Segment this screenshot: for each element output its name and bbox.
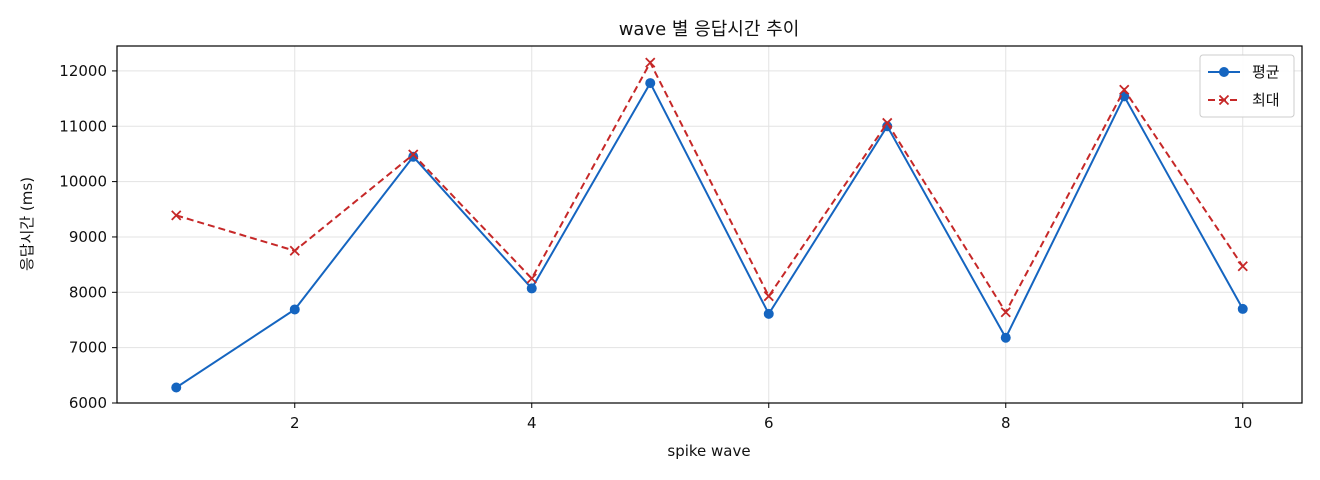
x-tick-label: 2 xyxy=(290,414,300,432)
data-point xyxy=(526,273,537,284)
y-axis-label: 응답시간 (ms) xyxy=(18,177,36,271)
series-2 xyxy=(171,57,1248,318)
x-tick-label: 6 xyxy=(764,414,774,432)
data-point xyxy=(1119,91,1130,102)
data-point xyxy=(408,149,419,160)
y-tick-label: 12000 xyxy=(59,62,107,80)
legend-marker xyxy=(1219,67,1229,77)
data-point xyxy=(526,283,537,294)
data-point xyxy=(408,151,419,162)
series-line xyxy=(175,80,1244,389)
data-point xyxy=(645,78,656,89)
legend-marker xyxy=(1218,94,1230,106)
x-tick-label: 8 xyxy=(1001,414,1011,432)
data-point xyxy=(1000,332,1011,343)
y-tick-label: 6000 xyxy=(69,394,107,412)
data-point xyxy=(289,304,300,315)
data-point xyxy=(882,117,893,129)
data-point xyxy=(1000,307,1011,318)
series xyxy=(171,57,1248,393)
plot-frame xyxy=(116,45,1303,404)
data-point xyxy=(1119,84,1130,95)
legend-item: 평균 xyxy=(1208,63,1280,81)
legend-label: 평균 xyxy=(1252,63,1280,81)
data-point xyxy=(171,210,182,221)
y-tick-label: 7000 xyxy=(69,339,107,357)
legend-box xyxy=(1199,54,1295,118)
chart-title: wave 별 응답시간 추이 xyxy=(619,19,800,40)
data-point xyxy=(645,57,656,68)
data-point xyxy=(763,308,774,319)
legend-item: 최대 xyxy=(1208,91,1280,109)
x-tick-label: 4 xyxy=(527,414,537,432)
data-point xyxy=(289,245,300,256)
legend-label: 최대 xyxy=(1252,91,1280,109)
data-point xyxy=(171,382,182,393)
x-tick-label: 10 xyxy=(1233,414,1252,432)
y-tick-label: 9000 xyxy=(69,228,107,246)
y-tick-label: 11000 xyxy=(59,117,107,135)
y-tick-label: 8000 xyxy=(69,283,107,301)
y-tick-label: 10000 xyxy=(59,173,107,191)
data-point xyxy=(763,291,774,302)
series-line xyxy=(175,60,1244,315)
x-axis-label: spike wave xyxy=(667,442,750,460)
series-1 xyxy=(171,78,1248,393)
data-point xyxy=(1237,303,1248,314)
axis-ticks: 2 4 6 8 10 6000 7000 8000 9000 10000 11000 12000 xyxy=(59,62,1252,432)
data-point xyxy=(1237,261,1248,272)
